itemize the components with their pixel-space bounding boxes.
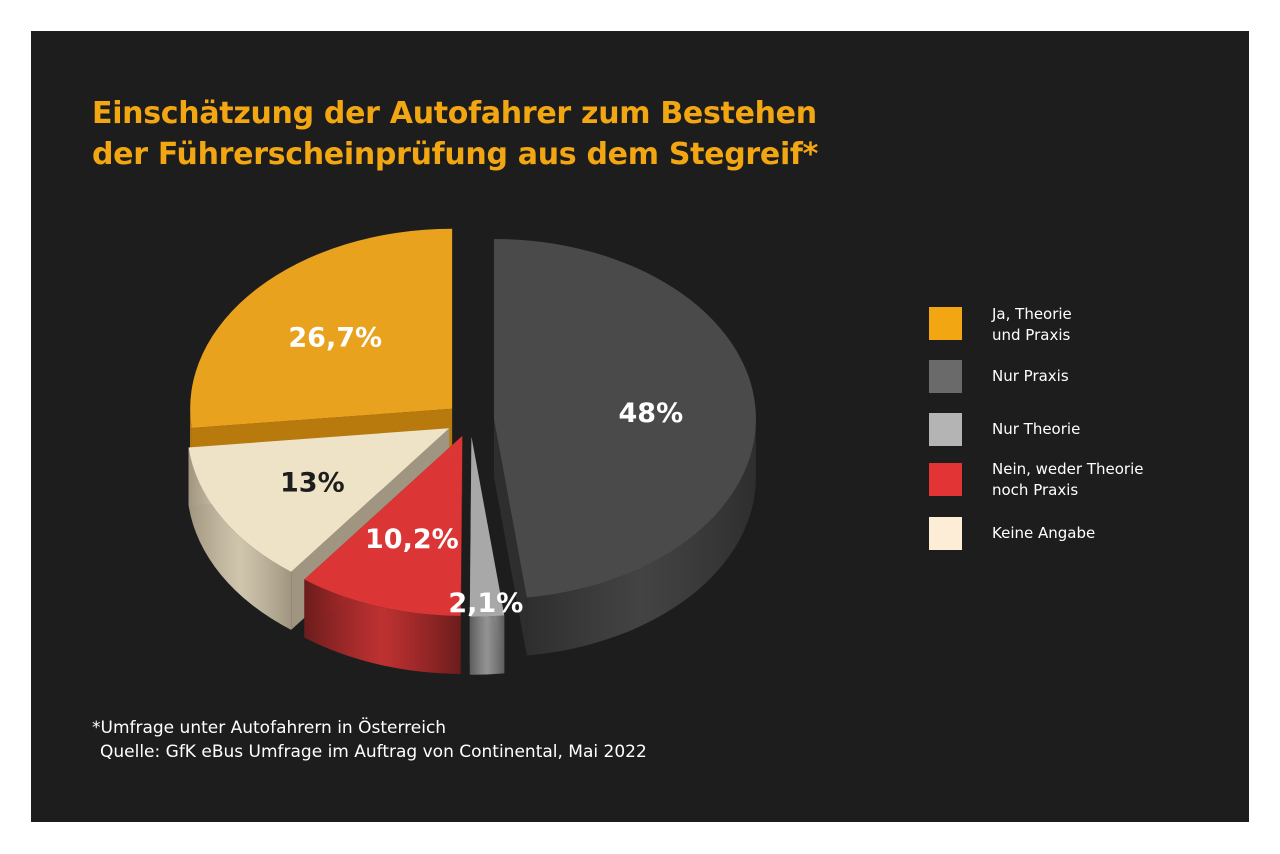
pie-label-ja-theorie-praxis: 26,7% [288, 323, 382, 354]
pie-label-nur-theorie: 2,1% [448, 588, 523, 619]
pie-slice-side-nein [304, 579, 461, 674]
legend-label-nein: Nein, weder Theorie noch Praxis [992, 460, 1144, 499]
pie-slice-top-ja-theorie-praxis [190, 228, 453, 428]
chart-title-line-2: der Führerscheinprüfung aus dem Stegreif… [92, 137, 819, 172]
legend-item-nein: Nein, weder Theorie noch Praxis [929, 460, 1229, 503]
pie-slice-top-nur-theorie [469, 436, 505, 617]
legend-swatch-nur-praxis [929, 360, 962, 393]
legend-item-keine-angabe: Keine Angabe [929, 517, 1229, 557]
footnote: *Umfrage unter Autofahrern in Österreich… [92, 716, 647, 764]
pie-slice-side-nur-theorie [469, 615, 505, 675]
pie-slice-top-keine-angabe [188, 428, 450, 572]
pie-slice-nur-theorie [469, 436, 505, 675]
chart-title-line-1: Einschätzung der Autofahrer zum Bestehen [92, 96, 817, 131]
legend-label-keine-angabe: Keine Angabe [992, 524, 1096, 542]
legend-item-ja-theorie-praxis: Ja, Theorie und Praxis [929, 305, 1229, 347]
legend-item-nur-theorie: Nur Theorie [929, 413, 1229, 453]
chart-title: Einschätzung der Autofahrer zum Bestehen… [92, 93, 818, 175]
legend-label-ja-theorie-praxis: Ja, Theorie und Praxis [992, 305, 1072, 344]
pie-slice-wall-nur-praxis-1 [493, 418, 527, 656]
footnote-source: Quelle: GfK eBus Umfrage im Auftrag von … [100, 742, 647, 762]
legend-swatch-nein [929, 463, 962, 496]
pie-label-nur-praxis: 48% [619, 398, 684, 429]
pie-slice-wall-nein-0 [460, 435, 463, 674]
legend-item-nur-praxis: Nur Praxis [929, 360, 1229, 400]
pie-slice-nein [304, 435, 463, 674]
pie-label-keine-angabe: 13% [280, 467, 345, 498]
pie-slice-side-nur-praxis [526, 418, 756, 656]
pie-slice-side-keine-angabe [188, 447, 292, 630]
legend-label-nur-theorie: Nur Theorie [992, 420, 1081, 438]
legend-label-nur-praxis: Nur Praxis [992, 367, 1069, 385]
legend-swatch-nur-theorie [929, 413, 962, 446]
pie-slice-top-nein [304, 435, 463, 616]
footnote-survey-note: *Umfrage unter Autofahrern in Österreich [92, 718, 447, 738]
pie-slice-top-nur-praxis [493, 238, 756, 598]
legend-swatch-ja-theorie-praxis [929, 307, 962, 340]
pie-slice-nur-praxis [493, 238, 756, 656]
pie-label-nein: 10,2% [365, 524, 459, 555]
legend-swatch-keine-angabe [929, 517, 962, 550]
